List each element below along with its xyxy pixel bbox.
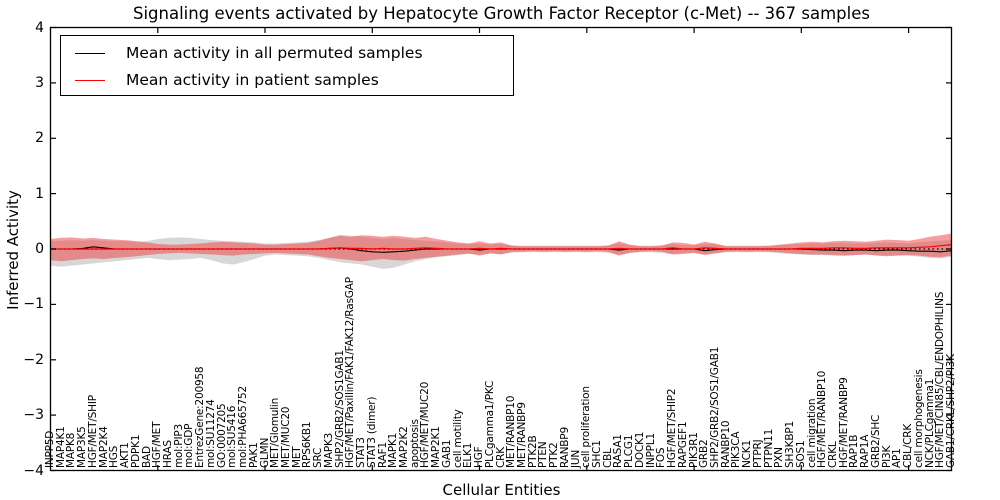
y-tick-label: 3	[35, 74, 44, 91]
y-tick-label: 1	[35, 185, 44, 202]
x-axis-label: Cellular Entities	[442, 481, 561, 499]
y-tick-label: −3	[23, 407, 44, 424]
y-tick-label: −1	[23, 296, 44, 313]
legend-item-patient: Mean activity in patient samples	[61, 66, 379, 94]
y-tick-label: 2	[35, 130, 44, 147]
chart-title: Signaling events activated by Hepatocyte…	[133, 4, 870, 23]
y-tick-label: 0	[35, 241, 44, 257]
y-tick-label: −4	[23, 462, 44, 479]
y-tick-label: 4	[35, 19, 44, 36]
patient-line-sample	[75, 79, 105, 81]
legend-label-permuted: Mean activity in all permuted samples	[126, 44, 423, 62]
legend-label-patient: Mean activity in patient samples	[126, 71, 379, 89]
y-tick-label: −2	[23, 351, 44, 368]
permuted-line-sample	[75, 52, 105, 54]
legend-box: Mean activity in all permuted samples Me…	[60, 35, 514, 96]
legend-item-permuted: Mean activity in all permuted samples	[61, 39, 423, 67]
